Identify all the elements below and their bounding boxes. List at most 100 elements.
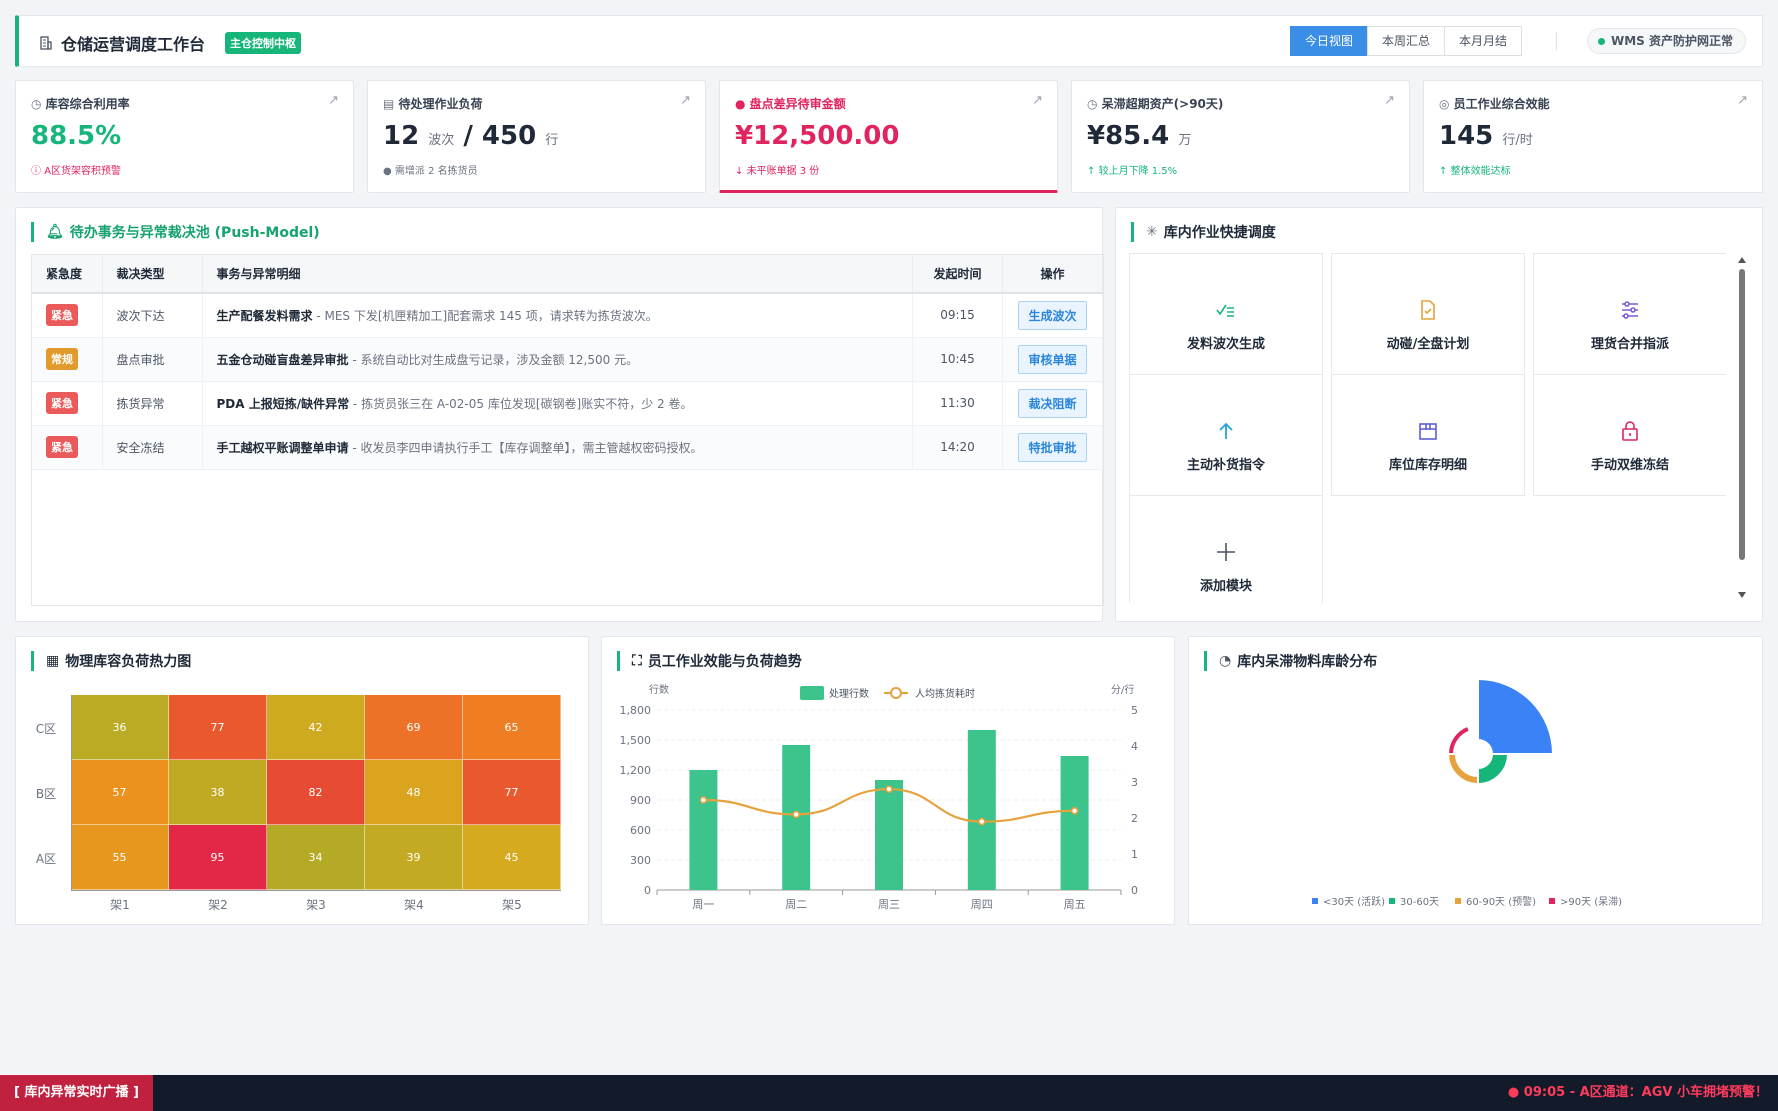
list-icon: ▤ bbox=[383, 97, 395, 111]
detail-cell: 生产配餐发料需求 - MES 下发[机匣精加工]配套需求 145 项，请求转为拣… bbox=[202, 293, 913, 338]
legend-swatch bbox=[1549, 898, 1555, 904]
heat-cell[interactable]: 55 bbox=[71, 825, 169, 890]
heat-cell[interactable]: 65 bbox=[463, 695, 561, 760]
donut-slice bbox=[1477, 753, 1510, 786]
type-cell: 安全冻结 bbox=[102, 425, 203, 470]
kpi-sub: 需增派 2 名拣货员 bbox=[394, 166, 478, 177]
legend-label: 30-60天 bbox=[1400, 897, 1439, 908]
kpi-efficiency[interactable]: ◎ 员工作业综合效能 ↗ 145 行/时 ↑ 整体效能达标 bbox=[1423, 80, 1763, 193]
time-cell: 10:45 bbox=[912, 337, 1003, 382]
doc-check-icon bbox=[1421, 300, 1435, 320]
col-detail: 事务与异常明细 bbox=[202, 255, 913, 294]
legend-bar-swatch bbox=[800, 686, 824, 700]
expand-arrow-icon[interactable]: ↗ bbox=[328, 93, 339, 108]
heat-cell[interactable]: 48 bbox=[365, 760, 463, 825]
table-row: 紧急 拣货异常 PDA 上报短拣/缺件异常 - 拣货员张三在 A-02-05 库… bbox=[32, 381, 1103, 426]
table-row: 紧急 安全冻结 手工越权平账调整单申请 - 收发员李四申请执行手工【库存调整单】… bbox=[32, 425, 1103, 470]
broadcast-bar: [ 库内异常实时广播 ] ● 09:05 - A区通道：AGV 小车拥堵预警！ bbox=[0, 1075, 1778, 1111]
action-button[interactable]: 审核单据 bbox=[1018, 344, 1087, 374]
heat-row-label: C区 bbox=[35, 721, 57, 736]
quick-tile-2[interactable]: 动碰/全盘计划 bbox=[1331, 253, 1525, 375]
quick-tile-7[interactable]: 添加模块 bbox=[1129, 495, 1323, 603]
quick-tile-1[interactable]: 发料波次生成 bbox=[1129, 253, 1323, 375]
x-tick-label: 周二 bbox=[785, 898, 807, 911]
heat-cell[interactable]: 34 bbox=[267, 825, 365, 890]
time-cell: 14:20 bbox=[912, 425, 1003, 470]
action-button[interactable]: 特批审批 bbox=[1018, 432, 1087, 462]
arrow-up-icon: ↑ bbox=[1439, 166, 1448, 177]
action-button[interactable]: 生成波次 bbox=[1018, 300, 1087, 330]
type-cell: 盘点审批 bbox=[102, 337, 203, 382]
detail-cell: 手工越权平账调整单申请 - 收发员李四申请执行手工【库存调整单】，需主管越权密码… bbox=[202, 425, 913, 470]
status-dot-icon bbox=[1598, 38, 1605, 45]
box-icon bbox=[1419, 423, 1437, 440]
time-cell: 11:30 bbox=[912, 381, 1003, 426]
heat-cell[interactable]: 95 bbox=[169, 825, 267, 890]
heat-cell[interactable]: 82 bbox=[267, 760, 365, 825]
heat-cell[interactable]: 39 bbox=[365, 825, 463, 890]
presentation-icon: ⛶ bbox=[632, 653, 642, 669]
view-month-button[interactable]: 本月月结 bbox=[1444, 26, 1523, 56]
heat-cell[interactable]: 57 bbox=[71, 760, 169, 825]
x-tick-label: 周五 bbox=[1064, 898, 1086, 911]
age-title: 库内呆滞物料库龄分布 bbox=[1237, 654, 1378, 670]
legend-label: <30天 (活跃) bbox=[1323, 896, 1385, 908]
kpi-inventory-diff[interactable]: ● 盘点差异待审金额 ↗ ¥12,500.00 ↓ 未平账单据 3 份 bbox=[719, 80, 1058, 193]
kpi-sub: A区货架容积预警 bbox=[44, 166, 122, 177]
kpi-value: ¥85.4 万 bbox=[1087, 121, 1192, 151]
quick-tile-5[interactable]: 库位库存明细 bbox=[1331, 374, 1525, 496]
legend-swatch bbox=[1312, 898, 1318, 904]
expand-arrow-icon[interactable]: ↗ bbox=[680, 93, 691, 108]
heat-cell[interactable]: 42 bbox=[267, 695, 365, 760]
heat-cell[interactable]: 38 bbox=[169, 760, 267, 825]
arrow-up-icon bbox=[1219, 422, 1233, 439]
quick-tile-6[interactable]: 手动双维冻结 bbox=[1533, 374, 1726, 496]
tile-label: 动碰/全盘计划 bbox=[1386, 337, 1470, 352]
table-row: 常规 盘点审批 五金仓动碰盲盘差异审批 - 系统自动比对生成盘亏记录，涉及金额 … bbox=[32, 337, 1103, 382]
view-week-button[interactable]: 本周汇总 bbox=[1367, 26, 1446, 56]
quick-tile-4[interactable]: 主动补货指令 bbox=[1129, 374, 1323, 496]
y2-tick-label: 5 bbox=[1131, 704, 1138, 717]
detail-cell: 五金仓动碰盲盘差异审批 - 系统自动比对生成盘亏记录，涉及金额 12,500 元… bbox=[202, 337, 913, 382]
broadcast-text: 09:05 - A区通道：AGV 小车拥堵预警！ bbox=[1523, 1085, 1768, 1100]
action-button[interactable]: 裁决阻断 bbox=[1018, 388, 1087, 418]
broadcast-message[interactable]: ● 09:05 - A区通道：AGV 小车拥堵预警！ bbox=[1508, 1075, 1768, 1111]
expand-arrow-icon[interactable]: ↗ bbox=[1032, 93, 1043, 108]
scrollbar[interactable] bbox=[1737, 255, 1747, 600]
pie-icon: ◔ bbox=[1219, 653, 1232, 669]
heat-cell[interactable]: 69 bbox=[365, 695, 463, 760]
kpi-sub: 较上月下降 1.5% bbox=[1098, 166, 1178, 177]
arrow-up-icon: ↑ bbox=[1087, 166, 1096, 177]
heat-col-label: 架5 bbox=[502, 898, 522, 912]
urgency-tag: 紧急 bbox=[46, 304, 78, 327]
detail-cell: PDA 上报短拣/缺件异常 - 拣货员张三在 A-02-05 库位发现[碳钢卷]… bbox=[202, 381, 913, 426]
view-today-button[interactable]: 今日视图 bbox=[1290, 26, 1369, 56]
bar bbox=[1060, 756, 1089, 890]
type-cell: 拣货异常 bbox=[102, 381, 203, 426]
expand-arrow-icon[interactable]: ↗ bbox=[1737, 93, 1748, 108]
kpi-workload[interactable]: ▤ 待处理作业负荷 ↗ 12 波次 / 450 行 ● 需增派 2 名拣货员 bbox=[367, 80, 706, 193]
kpi-label: 员工作业综合效能 bbox=[1453, 97, 1550, 111]
heat-cell[interactable]: 77 bbox=[463, 760, 561, 825]
col-urgency: 紧急度 bbox=[32, 255, 103, 294]
line-point bbox=[699, 796, 708, 804]
heat-row-label: A区 bbox=[35, 851, 57, 866]
trend-panel: ⛶ 员工作业效能与负荷趋势 0 300 600 900 1,200 1,500 1,800 0 1… bbox=[601, 636, 1175, 925]
plus-icon bbox=[1217, 543, 1235, 561]
kpi-sub: 整体效能达标 bbox=[1450, 166, 1511, 177]
y-tick-label: 1,200 bbox=[620, 764, 652, 777]
kpi-stagnant-assets[interactable]: ◷ 呆滞超期资产(>90天) ↗ ¥85.4 万 ↑ 较上月下降 1.5% bbox=[1071, 80, 1410, 193]
legend-bar-label: 处理行数 bbox=[829, 687, 869, 700]
donut-slice bbox=[1446, 753, 1479, 786]
heat-row-label: B区 bbox=[35, 786, 57, 801]
info-icon: ● bbox=[383, 166, 392, 177]
expand-arrow-icon[interactable]: ↗ bbox=[1384, 93, 1395, 108]
quick-tiles: 发料波次生成 动碰/全盘计划 理货合并指派主动补货指令 库位库存明细 手动双维冻结添加模… bbox=[1129, 253, 1726, 603]
kpi-utilization[interactable]: ◷ 库容综合利用率 ↗ 88.5% ⓘ A区货架容积预警 bbox=[15, 80, 354, 193]
heat-cell[interactable]: 77 bbox=[169, 695, 267, 760]
heat-col-label: 架2 bbox=[208, 898, 228, 912]
heat-cell[interactable]: 36 bbox=[71, 695, 169, 760]
y-tick-label: 1,500 bbox=[620, 734, 652, 747]
heat-cell[interactable]: 45 bbox=[463, 825, 561, 890]
quick-tile-3[interactable]: 理货合并指派 bbox=[1533, 253, 1726, 375]
